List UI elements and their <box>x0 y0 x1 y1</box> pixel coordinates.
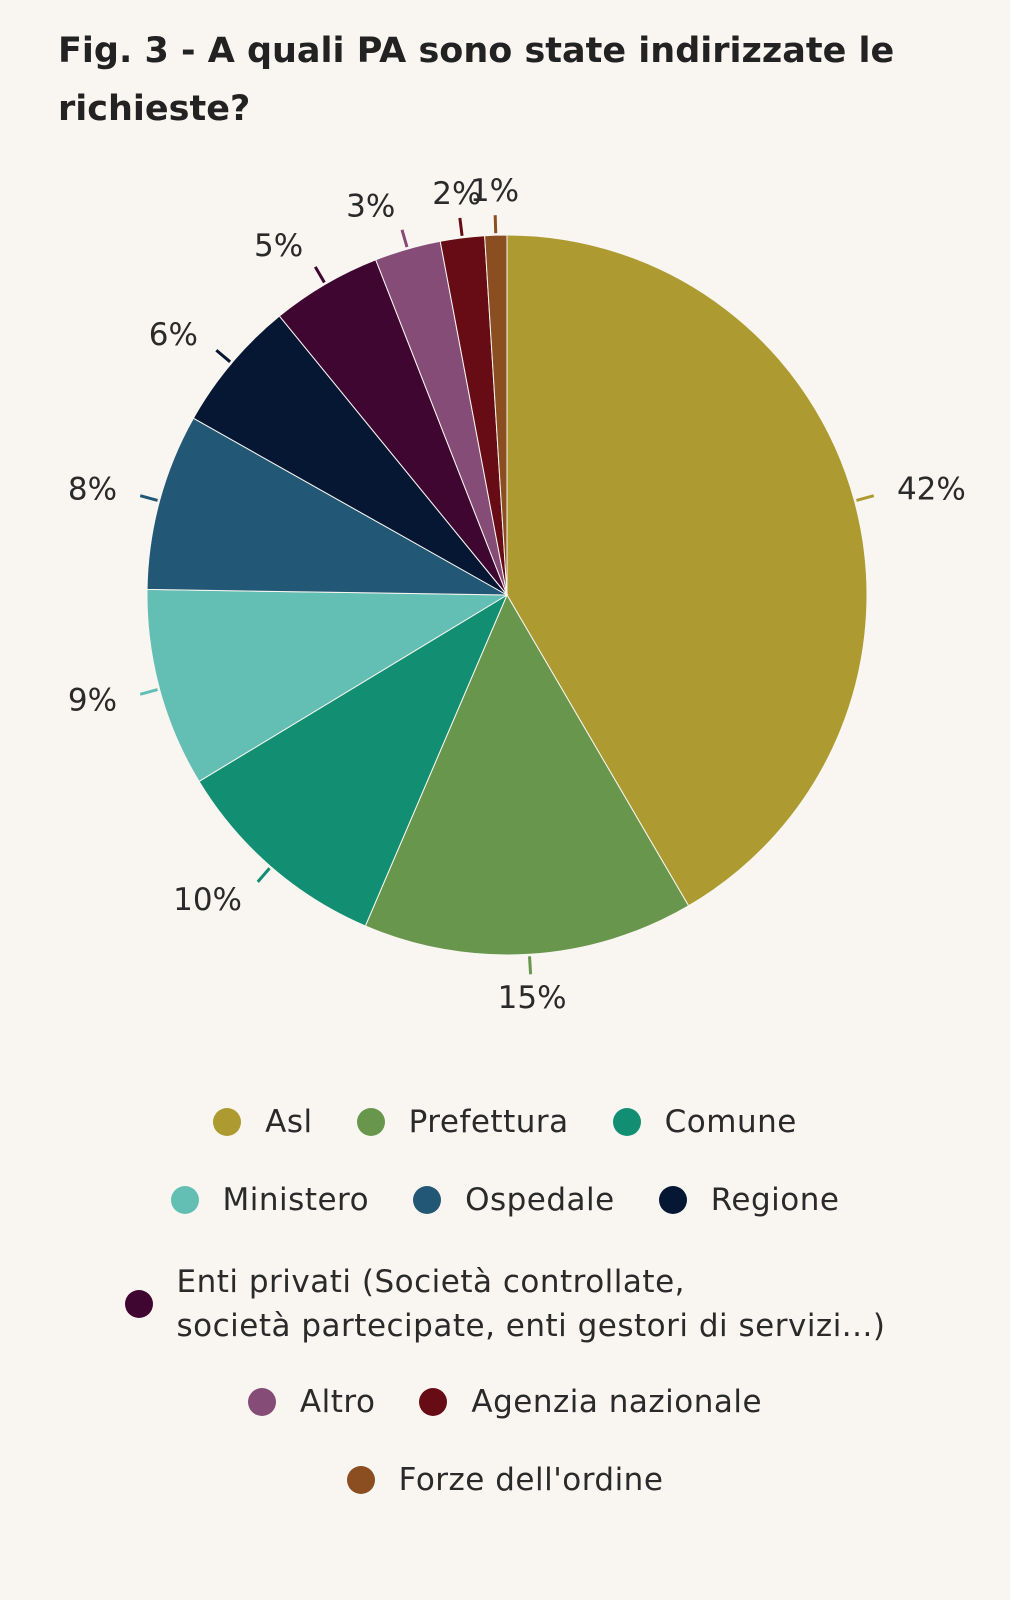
leader-line-agenzia-nazionale <box>458 217 464 236</box>
leader-line-ospedale <box>139 494 158 502</box>
legend-label: Ministero <box>222 1182 370 1218</box>
legend-label: Enti privati (Società controllate, societ… <box>177 1260 886 1348</box>
legend-label: Regione <box>710 1182 840 1218</box>
leader-line-enti-privati <box>314 266 326 284</box>
legend-row: Enti privati (Società controllate, societ… <box>0 1260 1010 1348</box>
data-label-ospedale: 8% <box>68 471 117 507</box>
legend-item-prefettura: Prefettura <box>356 1100 569 1144</box>
data-label-prefettura: 15% <box>498 980 567 1016</box>
legend-row: Ministero Ospedale Regione <box>0 1178 1010 1222</box>
legend-row: Altro Agenzia nazionale <box>0 1380 1010 1424</box>
data-label-agenzia-nazionale: 2% <box>432 176 481 212</box>
leader-line-prefettura <box>528 956 533 975</box>
legend-item-comune: Comune <box>612 1100 797 1144</box>
legend-swatch <box>346 1466 375 1494</box>
legend-swatch <box>356 1108 385 1136</box>
data-label-comune: 10% <box>173 882 242 918</box>
legend-item-ospedale: Ospedale <box>413 1178 615 1222</box>
pie-slice-prefettura <box>364 593 690 956</box>
legend-item-altro: Altro <box>247 1380 376 1424</box>
legend-label: Prefettura <box>408 1104 569 1140</box>
legend-label: Asl <box>265 1104 313 1140</box>
legend-label: Comune <box>664 1104 797 1140</box>
leader-line-altro <box>400 229 409 248</box>
legend-swatch <box>170 1186 199 1214</box>
legend-swatch <box>124 1290 153 1318</box>
data-label-forze-dell-ordine: 1% <box>470 173 519 209</box>
legend-item-ministero: Ministero <box>170 1178 370 1222</box>
legend-item-enti-privati: Enti privati (Società controllate, societ… <box>124 1260 886 1348</box>
legend-row: Forze dell'ordine <box>0 1458 1010 1502</box>
chart-title: Fig. 3 - A quali PA sono state indirizza… <box>58 31 895 129</box>
leader-line-comune <box>256 867 271 883</box>
data-label-altro: 3% <box>346 189 395 225</box>
legend-label: Agenzia nazionale <box>471 1384 763 1420</box>
legend-swatch <box>413 1186 442 1214</box>
pie-slice-comune <box>198 593 509 927</box>
pie-chart: 42% 15% 10% 9% 8% 6% 5% 3% 2%1% <box>68 173 966 1016</box>
legend-swatch <box>419 1388 448 1416</box>
legend-label: Forze dell'ordine <box>398 1462 664 1498</box>
legend-item-forze-dell-ordine: Forze dell'ordine <box>346 1458 664 1502</box>
pie-slice-regione <box>192 315 508 596</box>
pie-slice-ministero <box>146 588 509 783</box>
data-label-enti-privati: 5% <box>254 228 303 264</box>
legend-swatch <box>612 1108 641 1136</box>
legend-swatch <box>213 1108 242 1136</box>
legend-label: Ospedale <box>465 1182 615 1218</box>
data-label-asl: 42% <box>897 471 966 507</box>
legend-label: Altro <box>299 1384 376 1420</box>
leader-line-regione <box>215 349 232 363</box>
legend-row: Asl Prefettura Comune <box>0 1100 1010 1144</box>
legend-label-line: società partecipate, enti gestori di ser… <box>176 1308 886 1344</box>
legend-label-line: Enti privati (Società controllate, <box>176 1264 685 1300</box>
legend-item-agenzia-nazionale: Agenzia nazionale <box>419 1380 762 1424</box>
legend-swatch <box>247 1388 276 1416</box>
leader-line-ministero <box>139 688 158 696</box>
data-label-regione: 6% <box>149 317 198 353</box>
pie-slice-forze-dell-ordine <box>484 234 508 596</box>
leader-line-asl <box>856 494 875 502</box>
legend-swatch <box>658 1186 687 1214</box>
leader-line-forze-dell-ordine <box>493 215 498 234</box>
data-label-ministero: 9% <box>68 683 117 719</box>
pie-slice-ospedale <box>146 417 508 596</box>
pie-slice-asl <box>506 234 868 907</box>
legend-item-regione: Regione <box>658 1178 840 1222</box>
legend-item-asl: Asl <box>213 1100 312 1144</box>
